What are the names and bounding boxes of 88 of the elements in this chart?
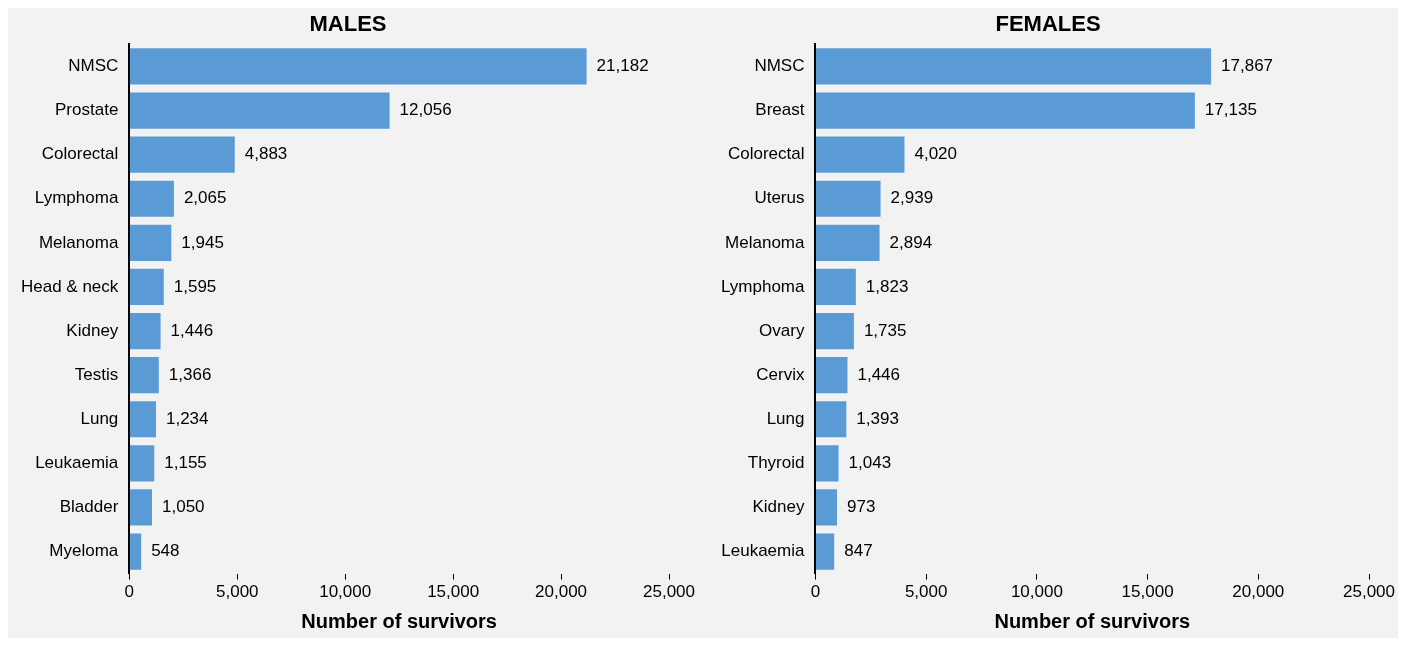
- data-label: 2,894: [889, 232, 933, 252]
- bar: [815, 136, 905, 173]
- bar: [815, 401, 847, 438]
- data-label: 1,393: [856, 408, 899, 428]
- y-tick-label: Thyroid: [747, 453, 805, 473]
- data-label: 1,735: [863, 320, 907, 340]
- bar: [129, 224, 172, 261]
- bar: [815, 92, 1195, 129]
- y-tick-label: Kidney: [66, 320, 119, 340]
- data-label: 1,155: [164, 453, 207, 473]
- data-label: 1,595: [173, 276, 217, 296]
- bar: [815, 224, 880, 261]
- x-tick-label: 0: [810, 582, 821, 602]
- bar: [129, 533, 142, 570]
- x-tick-label: 15,000: [427, 582, 480, 602]
- data-label: 847: [844, 541, 873, 561]
- bar: [129, 136, 235, 173]
- bar: [815, 445, 839, 482]
- y-tick-label: Leukaemia: [721, 541, 805, 561]
- data-label: 4,020: [914, 144, 958, 164]
- data-label: 2,939: [890, 188, 934, 208]
- y-tick-label: Uterus: [754, 188, 805, 208]
- data-label: 12,056: [399, 100, 452, 120]
- x-tick-label: 20,000: [535, 582, 588, 602]
- data-label: 1,234: [165, 408, 209, 428]
- data-label: 2,065: [183, 188, 227, 208]
- data-label: 1,446: [857, 364, 901, 384]
- bar: [129, 48, 587, 85]
- bar: [129, 489, 152, 526]
- x-tick-label: 10,000: [1010, 582, 1063, 602]
- data-label: 1,446: [170, 320, 214, 340]
- bar: [129, 445, 155, 482]
- y-tick-label: NMSC: [754, 56, 805, 76]
- y-tick-label: Prostate: [55, 100, 119, 120]
- bar: [815, 533, 835, 570]
- y-tick-label: Ovary: [759, 320, 805, 340]
- data-label: 973: [847, 497, 876, 517]
- data-label: 17,867: [1221, 56, 1274, 76]
- chart-title: MALES: [309, 11, 387, 37]
- bar: [129, 357, 159, 394]
- bar: [815, 268, 856, 306]
- data-label: 1,823: [865, 276, 909, 296]
- data-label: 1,043: [848, 453, 892, 473]
- y-tick-label: Cervix: [756, 364, 805, 384]
- y-tick-label: Colorectal: [727, 144, 805, 164]
- y-tick-label: NMSC: [68, 56, 119, 76]
- y-tick-label: Leukaemia: [35, 453, 119, 473]
- x-tick-label: 0: [124, 582, 135, 602]
- data-label: 21,182: [596, 56, 649, 76]
- chart-title: FEMALES: [995, 11, 1101, 37]
- bar: [815, 357, 848, 394]
- data-label: 548: [151, 541, 180, 561]
- data-label: 1,050: [162, 497, 205, 517]
- y-tick-label: Lung: [766, 408, 805, 428]
- data-label: 1,945: [181, 232, 224, 252]
- y-tick-label: Colorectal: [41, 144, 119, 164]
- x-tick-label: 20,000: [1232, 582, 1285, 602]
- x-tick-label: 25,000: [643, 582, 695, 602]
- y-tick-label: Lymphoma: [721, 276, 806, 296]
- y-tick-label: Head & neck: [20, 276, 119, 296]
- y-tick-label: Myeloma: [49, 541, 119, 561]
- x-tick-label: 5,000: [215, 582, 259, 602]
- y-tick-label: Lymphoma: [34, 188, 119, 208]
- data-label: 17,135: [1204, 100, 1257, 120]
- bar: [129, 401, 156, 438]
- x-tick-label: 10,000: [319, 582, 372, 602]
- y-tick-label: Melanoma: [725, 232, 806, 252]
- bar: [815, 312, 854, 350]
- y-tick-label: Bladder: [59, 497, 119, 517]
- y-tick-label: Melanoma: [38, 232, 119, 252]
- data-label: 4,883: [244, 144, 288, 164]
- bar: [129, 312, 161, 350]
- x-axis-title: Number of survivors: [301, 609, 497, 632]
- x-tick-label: 5,000: [904, 582, 948, 602]
- x-tick-label: 25,000: [1343, 582, 1395, 602]
- bar: [815, 489, 838, 526]
- bar: [815, 180, 881, 217]
- bar: [129, 92, 390, 129]
- bar: [129, 268, 164, 306]
- bar: [815, 48, 1212, 85]
- data-label: 1,366: [168, 364, 212, 384]
- y-tick-label: Testis: [74, 364, 119, 384]
- x-axis-title: Number of survivors: [994, 609, 1191, 632]
- y-tick-label: Lung: [80, 408, 119, 428]
- y-tick-label: Kidney: [752, 497, 805, 517]
- y-tick-label: Breast: [755, 100, 805, 120]
- bar: [129, 180, 174, 217]
- x-tick-label: 15,000: [1121, 582, 1174, 602]
